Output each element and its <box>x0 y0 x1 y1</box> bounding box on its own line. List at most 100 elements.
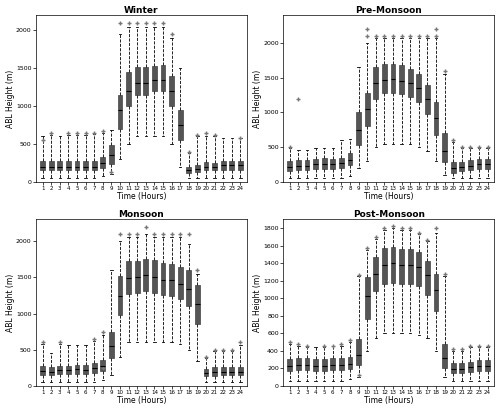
X-axis label: Time (Hours): Time (Hours) <box>116 397 166 405</box>
PathPatch shape <box>365 93 370 126</box>
PathPatch shape <box>49 367 54 375</box>
PathPatch shape <box>425 85 430 114</box>
PathPatch shape <box>58 162 62 171</box>
PathPatch shape <box>118 95 122 129</box>
PathPatch shape <box>40 366 45 375</box>
PathPatch shape <box>330 358 335 370</box>
PathPatch shape <box>152 260 156 293</box>
PathPatch shape <box>66 162 71 171</box>
PathPatch shape <box>356 113 361 145</box>
PathPatch shape <box>204 162 208 171</box>
PathPatch shape <box>408 69 412 97</box>
PathPatch shape <box>374 67 378 99</box>
PathPatch shape <box>348 358 352 369</box>
PathPatch shape <box>296 160 301 170</box>
PathPatch shape <box>374 257 378 291</box>
PathPatch shape <box>460 162 464 171</box>
PathPatch shape <box>288 161 292 171</box>
PathPatch shape <box>330 159 335 169</box>
PathPatch shape <box>408 249 412 284</box>
PathPatch shape <box>434 274 438 312</box>
PathPatch shape <box>135 67 140 95</box>
PathPatch shape <box>49 162 54 171</box>
PathPatch shape <box>304 160 310 170</box>
PathPatch shape <box>221 367 226 375</box>
PathPatch shape <box>74 365 80 374</box>
PathPatch shape <box>382 64 387 93</box>
PathPatch shape <box>83 162 88 171</box>
PathPatch shape <box>169 263 174 296</box>
PathPatch shape <box>135 261 140 293</box>
PathPatch shape <box>296 358 301 370</box>
PathPatch shape <box>144 67 148 95</box>
PathPatch shape <box>399 249 404 284</box>
PathPatch shape <box>468 160 472 170</box>
PathPatch shape <box>186 166 191 173</box>
PathPatch shape <box>416 74 421 102</box>
PathPatch shape <box>92 363 96 373</box>
PathPatch shape <box>339 358 344 370</box>
PathPatch shape <box>451 162 456 173</box>
PathPatch shape <box>92 162 96 171</box>
PathPatch shape <box>348 152 352 165</box>
PathPatch shape <box>382 248 387 284</box>
Title: Winter: Winter <box>124 6 158 14</box>
PathPatch shape <box>425 261 430 295</box>
PathPatch shape <box>195 165 200 172</box>
Y-axis label: ABL Height (m): ABL Height (m) <box>253 274 262 332</box>
PathPatch shape <box>416 252 421 286</box>
PathPatch shape <box>476 360 482 371</box>
PathPatch shape <box>66 366 71 374</box>
PathPatch shape <box>356 339 361 365</box>
PathPatch shape <box>460 363 464 373</box>
PathPatch shape <box>314 159 318 169</box>
PathPatch shape <box>178 110 182 140</box>
PathPatch shape <box>238 162 242 170</box>
PathPatch shape <box>204 369 208 376</box>
Y-axis label: ABL Height (m): ABL Height (m) <box>253 69 262 128</box>
PathPatch shape <box>399 65 404 95</box>
Title: Post-Monsoon: Post-Monsoon <box>352 210 424 219</box>
PathPatch shape <box>40 162 45 171</box>
PathPatch shape <box>339 157 344 168</box>
PathPatch shape <box>390 247 396 282</box>
PathPatch shape <box>109 332 114 358</box>
PathPatch shape <box>442 344 447 368</box>
X-axis label: Time (Hours): Time (Hours) <box>364 397 414 405</box>
PathPatch shape <box>186 270 191 306</box>
PathPatch shape <box>109 145 114 164</box>
PathPatch shape <box>212 367 217 376</box>
PathPatch shape <box>314 359 318 371</box>
PathPatch shape <box>365 277 370 319</box>
PathPatch shape <box>195 284 200 324</box>
PathPatch shape <box>476 159 482 169</box>
X-axis label: Time (Hours): Time (Hours) <box>116 192 166 201</box>
PathPatch shape <box>178 267 182 299</box>
Y-axis label: ABL Height (m): ABL Height (m) <box>6 274 15 332</box>
PathPatch shape <box>100 157 105 168</box>
PathPatch shape <box>390 64 396 93</box>
PathPatch shape <box>238 367 242 375</box>
PathPatch shape <box>221 162 226 170</box>
PathPatch shape <box>230 162 234 170</box>
PathPatch shape <box>126 72 131 106</box>
X-axis label: Time (Hours): Time (Hours) <box>364 192 414 201</box>
PathPatch shape <box>160 65 166 91</box>
PathPatch shape <box>58 366 62 374</box>
PathPatch shape <box>144 259 148 291</box>
PathPatch shape <box>288 359 292 371</box>
PathPatch shape <box>451 363 456 373</box>
PathPatch shape <box>468 362 472 372</box>
PathPatch shape <box>74 162 80 171</box>
PathPatch shape <box>212 163 217 171</box>
PathPatch shape <box>126 261 131 294</box>
PathPatch shape <box>304 358 310 370</box>
Title: Monsoon: Monsoon <box>118 210 164 219</box>
Y-axis label: ABL Height (m): ABL Height (m) <box>6 69 15 128</box>
PathPatch shape <box>169 76 174 106</box>
PathPatch shape <box>485 360 490 371</box>
PathPatch shape <box>485 159 490 169</box>
Title: Pre-Monsoon: Pre-Monsoon <box>356 6 422 14</box>
PathPatch shape <box>230 367 234 375</box>
PathPatch shape <box>322 359 326 371</box>
